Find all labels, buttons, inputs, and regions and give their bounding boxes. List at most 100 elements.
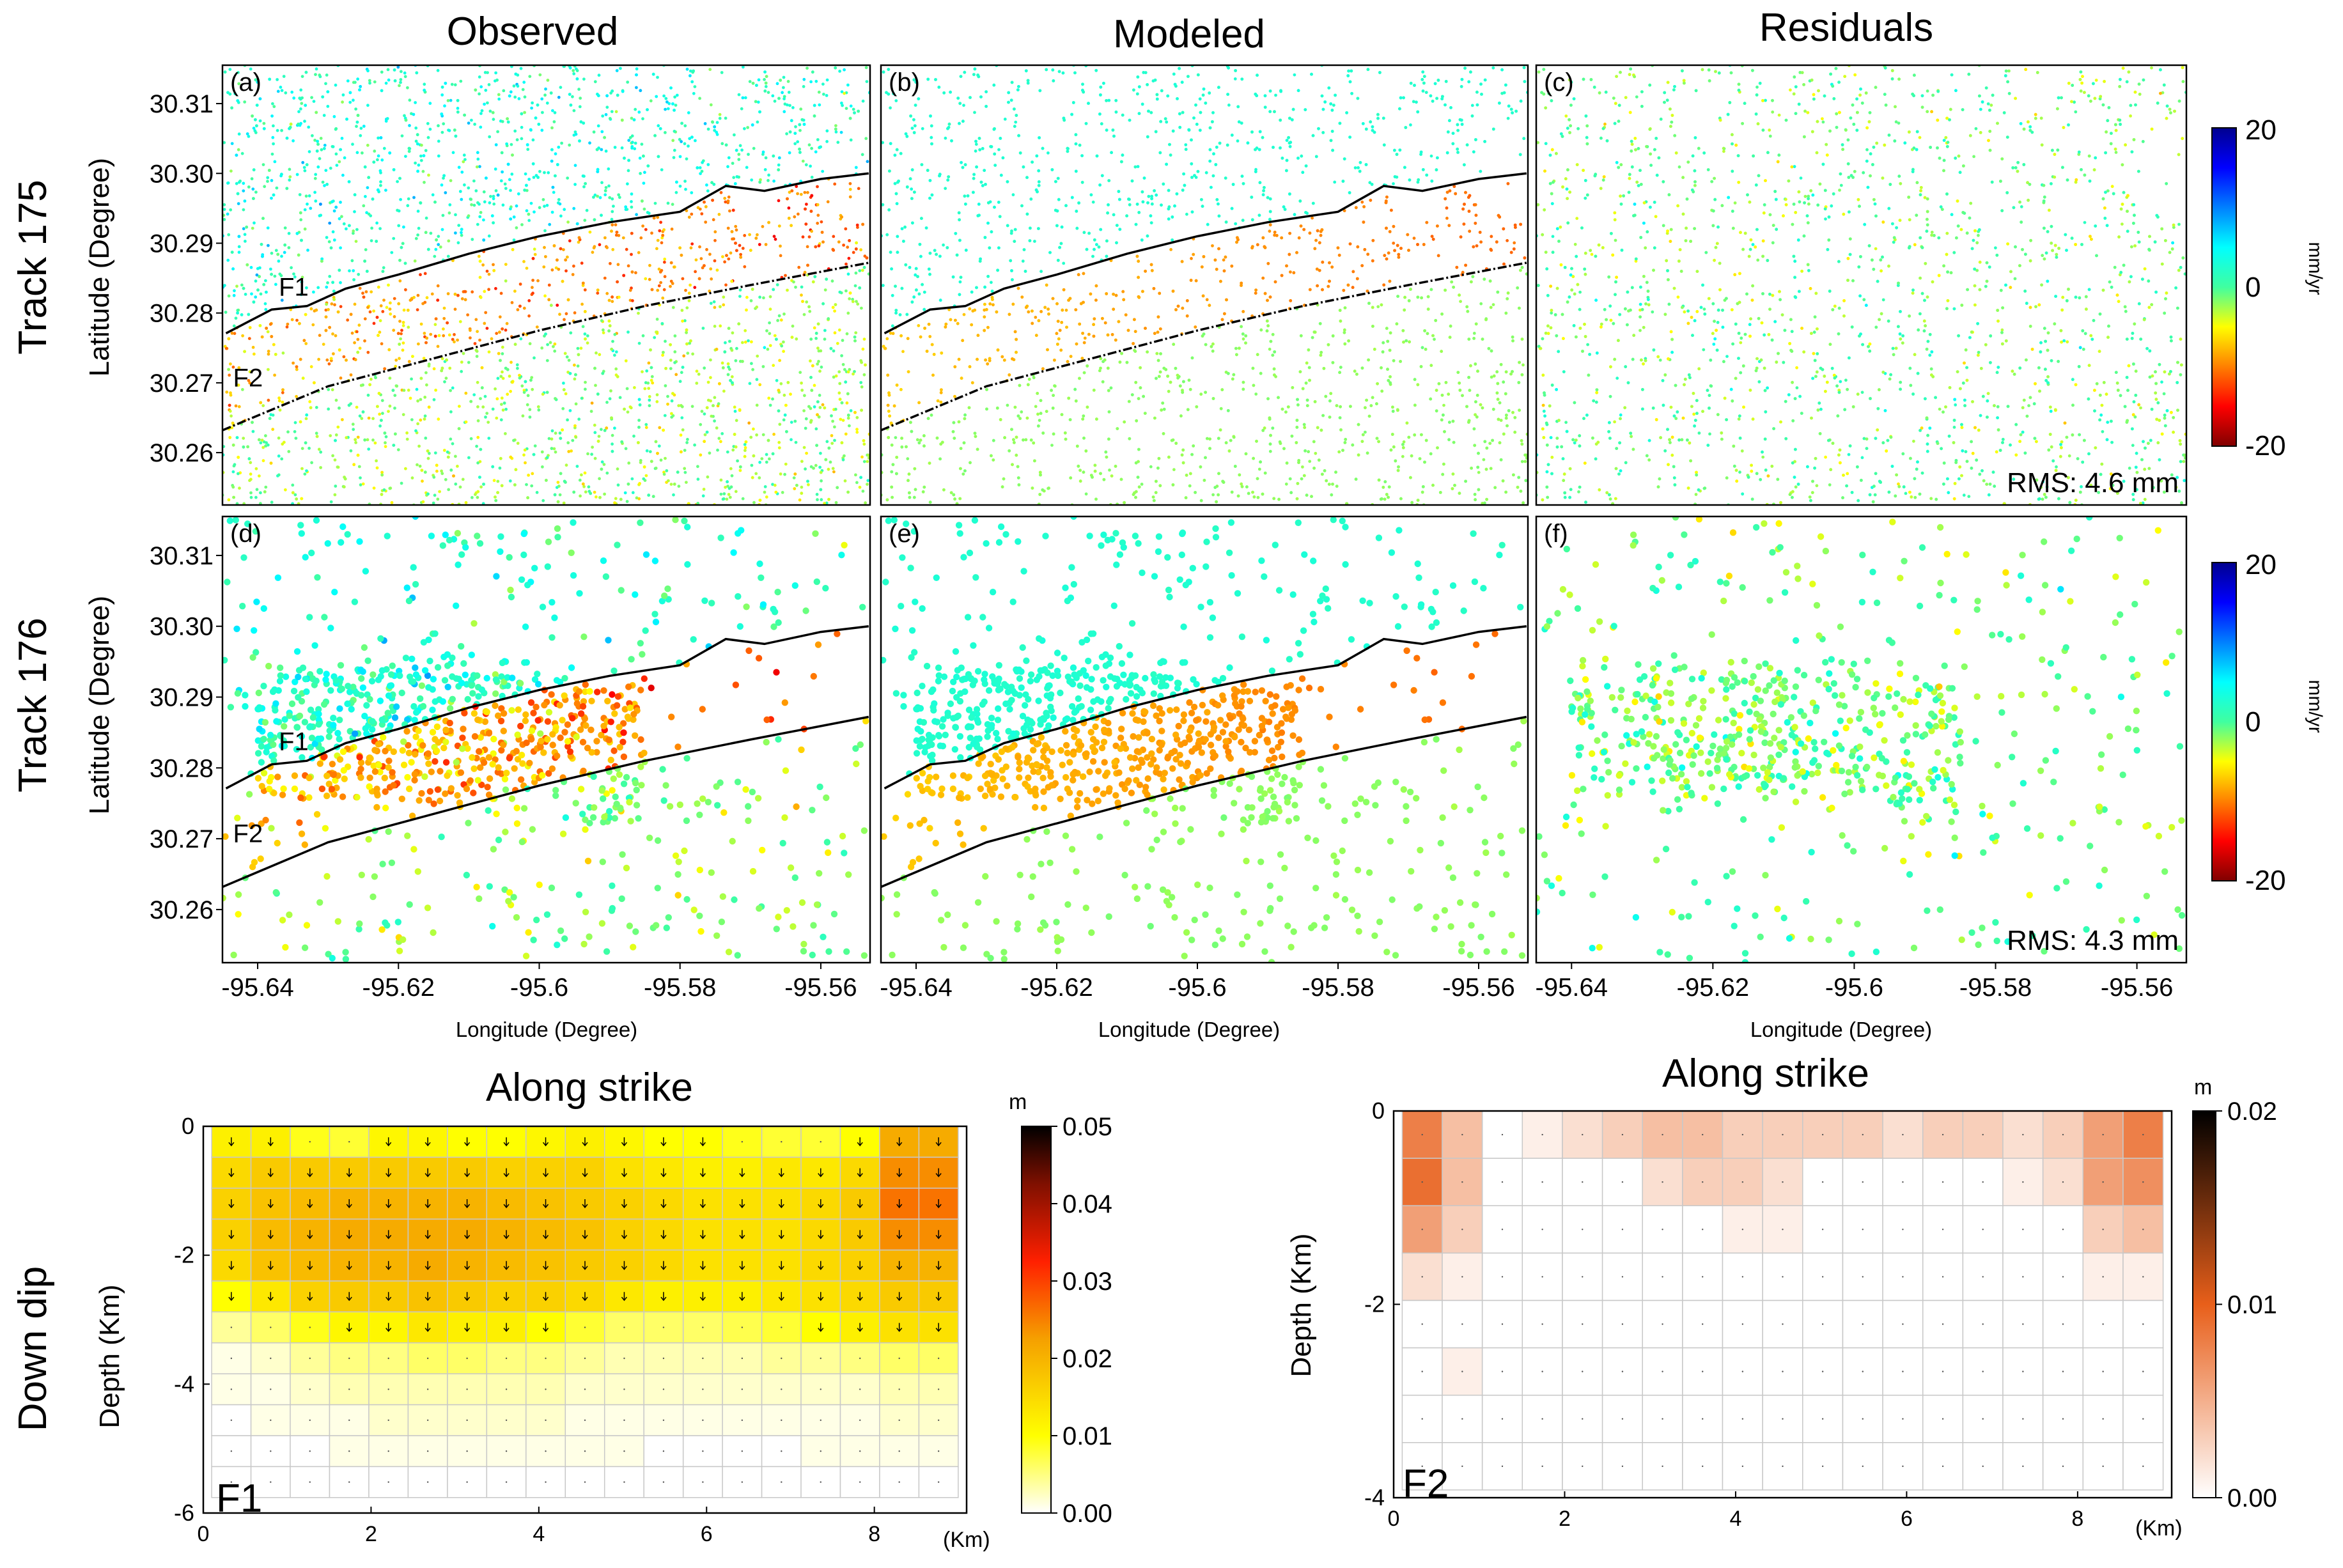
scatter-point [697, 373, 701, 376]
scatter-point [388, 151, 392, 155]
scatter-point [809, 210, 813, 213]
scatter-point [685, 209, 689, 212]
scatter-point [453, 333, 456, 336]
scatter-point [228, 436, 232, 439]
scatter-point [634, 141, 637, 145]
scatter-point [433, 200, 437, 204]
scatter-point [380, 473, 384, 477]
scatter-point [396, 332, 400, 336]
scatter-point [457, 427, 461, 430]
scatter-point [782, 312, 786, 316]
scatter-point [642, 465, 646, 469]
scatter-point [508, 375, 511, 378]
scatter-point [487, 350, 491, 353]
scatter-point [690, 136, 694, 139]
scatter-point [572, 264, 575, 268]
scatter-point [671, 306, 675, 309]
scatter-point [423, 82, 426, 86]
scatter-point [299, 218, 303, 222]
scatter-point [398, 279, 402, 283]
scatter-point [841, 339, 845, 342]
scatter-point [832, 470, 836, 474]
scatter-point [407, 146, 411, 150]
scatter-point [596, 392, 600, 396]
scatter-point [774, 490, 778, 494]
scatter-point [492, 263, 495, 267]
scatter-point [679, 433, 683, 437]
scatter-point [562, 248, 565, 251]
scatter-point [318, 334, 322, 338]
scatter-point [320, 260, 323, 263]
scatter-point [528, 415, 532, 419]
scatter-point [815, 444, 818, 447]
scatter-point [447, 488, 451, 492]
scatter-point [658, 127, 662, 130]
scatter-point [522, 453, 525, 457]
scatter-point [683, 319, 687, 323]
scatter-point [659, 281, 662, 284]
scatter-point [669, 343, 672, 346]
scatter-point [300, 238, 303, 242]
scatter-point [373, 150, 377, 153]
scatter-point [537, 123, 541, 126]
scatter-point [232, 293, 236, 297]
scatter-point [531, 279, 534, 282]
scatter-point [853, 339, 857, 343]
scatter-point [273, 160, 277, 164]
scatter-point [743, 443, 747, 446]
scatter-point [387, 348, 391, 352]
scatter-point [359, 476, 362, 479]
scatter-point [230, 142, 234, 146]
scatter-point [527, 314, 531, 318]
scatter-point [807, 143, 811, 147]
scatter-point [630, 144, 634, 148]
scatter-point [595, 495, 598, 499]
scatter-point [813, 326, 816, 330]
scatter-point [578, 478, 582, 482]
scatter-point [336, 310, 340, 314]
scatter-point [399, 198, 402, 201]
scatter-point [763, 346, 767, 350]
scatter-point [251, 421, 254, 424]
scatter-point [506, 368, 510, 371]
scatter-point [572, 69, 575, 72]
scatter-point [229, 393, 233, 397]
scatter-point [825, 140, 829, 143]
scatter-point [793, 215, 797, 219]
scatter-point [318, 157, 322, 160]
scatter-point [515, 363, 519, 367]
scatter-point [630, 252, 633, 256]
scatter-point [730, 348, 734, 352]
scatter-point [734, 242, 737, 245]
scatter-point [820, 498, 823, 502]
scatter-point [790, 336, 794, 339]
scatter-point [800, 293, 803, 297]
scatter-point [637, 419, 641, 422]
scatter-point [734, 359, 738, 362]
scatter-point [683, 180, 687, 183]
scatter-point [515, 138, 519, 142]
scatter-point [339, 148, 342, 151]
scatter-point [743, 329, 747, 332]
scatter-point [666, 100, 669, 104]
scatter-point [241, 388, 244, 391]
scatter-point [781, 491, 784, 494]
scatter-point [458, 320, 462, 323]
scatter-point [692, 91, 696, 95]
scatter-point [401, 413, 405, 416]
scatter-point [593, 245, 596, 249]
scatter-point [255, 124, 258, 128]
scatter-point [712, 300, 716, 304]
scatter-point [478, 215, 482, 219]
scatter-point [258, 119, 262, 123]
scatter-point [808, 309, 812, 313]
scatter-point [419, 154, 423, 158]
scatter-point [527, 299, 531, 302]
scatter-point [333, 493, 337, 497]
scatter-point [603, 429, 607, 432]
scatter-point [427, 173, 430, 177]
scatter-point [688, 341, 692, 345]
scatter-point [370, 377, 373, 381]
scatter-point [254, 295, 258, 299]
scatter-point [280, 173, 283, 176]
